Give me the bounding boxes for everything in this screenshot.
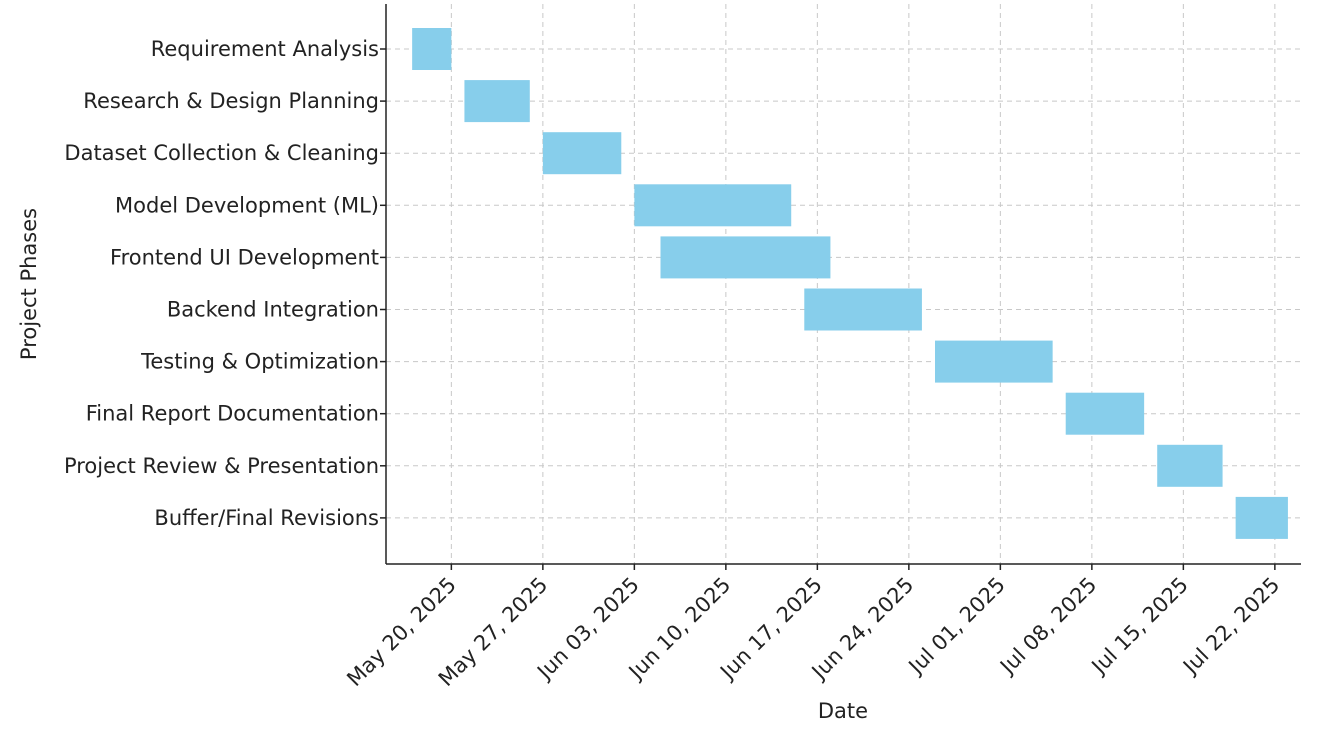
- task-bar: [412, 28, 452, 70]
- task-bar: [542, 132, 622, 175]
- y-tick-label: Research & Design Planning: [83, 89, 379, 113]
- bar-layer: [412, 28, 1288, 539]
- y-tick-label: Final Report Documentation: [86, 402, 379, 426]
- task-bar: [1235, 496, 1288, 539]
- x-tick-label: Jul 22, 2025: [1177, 573, 1284, 680]
- x-tick-label: Jul 15, 2025: [1086, 573, 1193, 680]
- task-bar: [660, 236, 831, 279]
- task-bar: [1157, 444, 1223, 487]
- task-bar: [634, 184, 792, 227]
- task-bar: [464, 80, 530, 123]
- task-bar: [804, 288, 922, 331]
- axis-layer: [380, 4, 1301, 570]
- y-tick-label: Model Development (ML): [115, 193, 379, 217]
- task-bar: [935, 340, 1053, 383]
- x-tick-label: Jul 08, 2025: [994, 573, 1101, 680]
- y-tick-label: Requirement Analysis: [151, 37, 379, 61]
- x-axis-title: Date: [818, 699, 868, 723]
- y-tick-label: Backend Integration: [167, 298, 379, 322]
- label-layer: Requirement Analysis Research & Design Pl…: [64, 37, 1284, 691]
- x-tick-label: Jul 01, 2025: [903, 573, 1010, 680]
- grid-layer: [386, 4, 1301, 564]
- y-tick-label: Testing & Optimization: [140, 350, 379, 374]
- y-tick-label: Dataset Collection & Cleaning: [64, 141, 379, 165]
- y-axis-title: Project Phases: [17, 208, 41, 360]
- task-bar: [1065, 392, 1145, 435]
- y-tick-label: Buffer/Final Revisions: [154, 506, 379, 530]
- y-tick-label: Project Review & Presentation: [64, 454, 379, 478]
- y-tick-label: Frontend UI Development: [110, 245, 379, 269]
